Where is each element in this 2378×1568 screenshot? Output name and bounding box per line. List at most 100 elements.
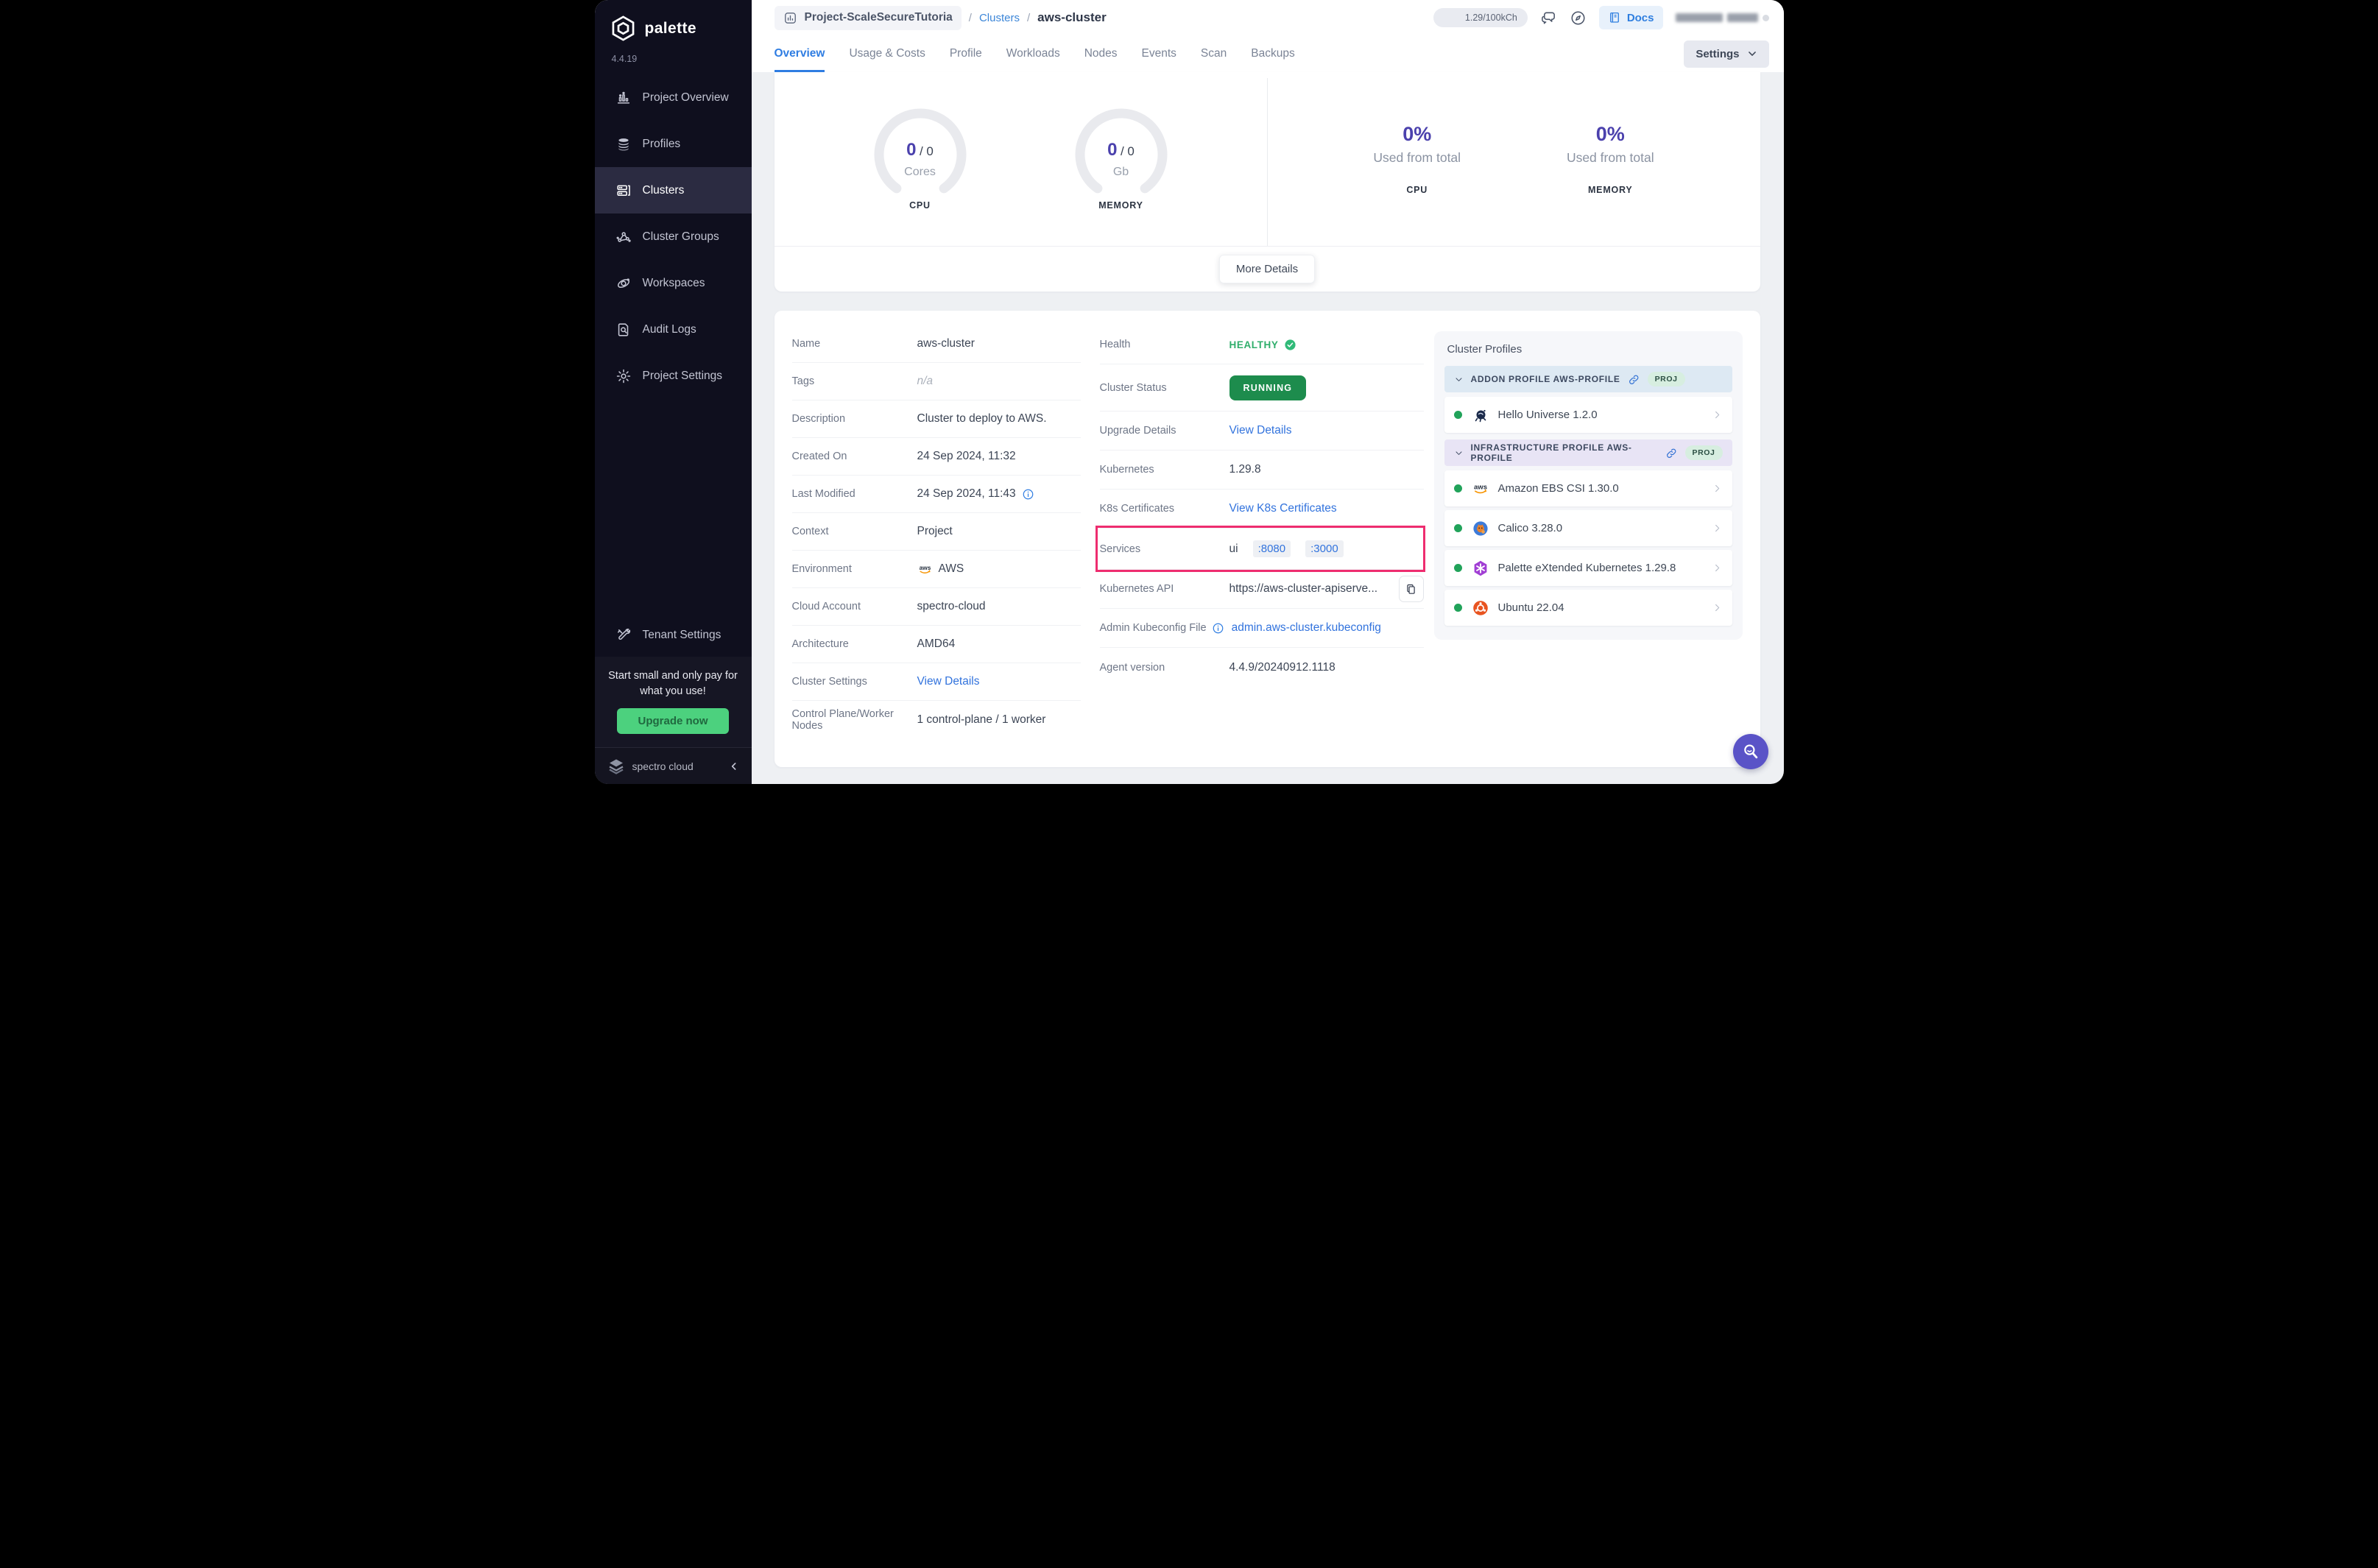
chevron-down-icon bbox=[1454, 375, 1464, 384]
tab-scan[interactable]: Scan bbox=[1200, 47, 1227, 60]
sidebar-item-project-settings[interactable]: Project Settings bbox=[595, 353, 752, 399]
tab-backups[interactable]: Backups bbox=[1251, 47, 1295, 60]
magnifier-smile-icon bbox=[1741, 742, 1760, 761]
info-icon[interactable] bbox=[1022, 488, 1034, 501]
docs-button[interactable]: Docs bbox=[1598, 6, 1663, 29]
sidebar-item-clusters[interactable]: Clusters bbox=[594, 167, 752, 213]
gauge-arc bbox=[1075, 108, 1167, 194]
profile-section-header[interactable]: ADDON PROFILE AWS-PROFILE PROJ bbox=[1444, 366, 1732, 392]
detail-label: Cluster Status bbox=[1099, 381, 1167, 394]
breadcrumb-clusters-link[interactable]: Clusters bbox=[978, 11, 1020, 24]
tab-overview[interactable]: Overview bbox=[774, 35, 825, 72]
kubernetes-api-url: https://aws-cluster-apiserve... bbox=[1229, 582, 1378, 595]
detail-label: Tags bbox=[791, 375, 815, 387]
usage-stat-memory: 0% Used from total MEMORY bbox=[1567, 123, 1654, 195]
service-port-link[interactable]: :3000 bbox=[1305, 540, 1344, 557]
detail-value: n/a bbox=[917, 375, 934, 387]
tab-events[interactable]: Events bbox=[1141, 47, 1176, 60]
copy-button[interactable] bbox=[1398, 576, 1424, 602]
sidebar-item-label: Cluster Groups bbox=[642, 230, 719, 243]
detail-link-view-k8s-certificates[interactable]: View K8s Certificates bbox=[1229, 502, 1337, 515]
detail-link-admin-aws-cluster-kubeconfig[interactable]: admin.aws-cluster.kubeconfig bbox=[1231, 621, 1381, 634]
service-port-link[interactable]: :8080 bbox=[1252, 540, 1291, 557]
detail-label: Cloud Account bbox=[791, 601, 861, 612]
project-overview-icon bbox=[615, 90, 632, 106]
gauge-cpu: 0 / 0 Cores CPU bbox=[865, 107, 975, 211]
sidebar-item-label: Audit Logs bbox=[642, 322, 696, 336]
scope-badge: PROJ bbox=[1684, 445, 1723, 460]
profile-section-header[interactable]: INFRASTRUCTURE PROFILE AWS-PROFILE PROJ bbox=[1444, 439, 1732, 466]
detail-row-kubernetes: Kubernetes 1.29.8 bbox=[1099, 451, 1424, 490]
detail-value: 24 Sep 2024, 11:43 bbox=[917, 487, 1016, 500]
audit-logs-icon bbox=[615, 322, 632, 338]
app-version: 4.4.19 bbox=[611, 54, 638, 64]
check-circle-icon bbox=[1284, 339, 1296, 351]
sidebar-item-audit-logs[interactable]: Audit Logs bbox=[595, 306, 752, 353]
svg-text:aws: aws bbox=[919, 563, 931, 571]
user-account[interactable] bbox=[1675, 13, 1769, 22]
settings-button[interactable]: Settings bbox=[1684, 40, 1769, 68]
vertical-divider bbox=[1266, 78, 1268, 246]
gauge-total: / 0 bbox=[1120, 144, 1135, 158]
sidebar-item-tenant-settings[interactable]: Tenant Settings bbox=[595, 614, 752, 657]
detail-value: 4.4.9/20240912.1118 bbox=[1229, 660, 1336, 674]
health-status-text: HEALTHY bbox=[1229, 339, 1279, 350]
gauge-metric-label: MEMORY bbox=[1098, 200, 1143, 211]
profile-section-title: ADDON PROFILE AWS-PROFILE bbox=[1470, 374, 1620, 384]
scope-badge: PROJ bbox=[1647, 372, 1685, 386]
profile-layer-amazon-ebs-csi-1-30-0[interactable]: aws Amazon EBS CSI 1.30.0 bbox=[1444, 470, 1732, 506]
chevron-right-icon bbox=[1712, 602, 1723, 613]
chevron-right-icon bbox=[1712, 562, 1723, 573]
detail-row-architecture: Architecture AMD64 bbox=[791, 626, 1081, 663]
gauge-used: 0 bbox=[1107, 140, 1118, 160]
gauge-unit: Gb bbox=[1112, 166, 1129, 178]
detail-label: Environment bbox=[791, 563, 852, 575]
aws-icon: aws bbox=[1472, 480, 1489, 498]
sidebar-item-workspaces[interactable]: Workspaces bbox=[595, 260, 752, 306]
profile-layer-hello-universe-1-2-0[interactable]: Hello Universe 1.2.0 bbox=[1444, 397, 1732, 433]
compass-icon[interactable] bbox=[1570, 10, 1587, 27]
detail-label: Cluster Settings bbox=[791, 676, 867, 688]
tab-usage-costs[interactable]: Usage & Costs bbox=[849, 47, 925, 60]
sidebar-item-label: Project Settings bbox=[642, 369, 723, 382]
more-details-button[interactable]: More Details bbox=[1218, 255, 1316, 283]
sidebar-item-project-overview[interactable]: Project Overview bbox=[595, 74, 752, 121]
usage-percent: 0% bbox=[1595, 123, 1625, 145]
detail-label: Name bbox=[791, 338, 821, 350]
detail-label: K8s Certificates bbox=[1099, 503, 1175, 515]
book-icon bbox=[1609, 12, 1619, 23]
detail-row-cluster-settings: Cluster Settings View Details bbox=[791, 663, 1081, 701]
chevron-down-icon bbox=[1454, 448, 1464, 458]
detail-label: Health bbox=[1099, 339, 1131, 350]
gauge-value: 0 / 0 Gb bbox=[1066, 140, 1176, 179]
profile-layer-calico-3-28-0[interactable]: Calico 3.28.0 bbox=[1444, 510, 1732, 546]
help-search-button[interactable] bbox=[1732, 734, 1768, 769]
detail-link-view-details[interactable]: View Details bbox=[1229, 424, 1292, 437]
gauge-memory: 0 / 0 Gb MEMORY bbox=[1066, 107, 1176, 211]
sidebar-item-label: Clusters bbox=[642, 183, 685, 197]
project-selector[interactable]: Project-ScaleSecureTutoria bbox=[774, 5, 962, 30]
sidebar-item-profiles[interactable]: Profiles bbox=[595, 121, 752, 167]
sidebar-item-label: Profiles bbox=[642, 137, 681, 150]
chat-icon[interactable] bbox=[1540, 10, 1557, 27]
gauge-used: 0 bbox=[906, 140, 917, 160]
collapse-sidebar-icon[interactable] bbox=[728, 760, 740, 772]
usage-percent: 0% bbox=[1403, 123, 1432, 145]
detail-value: spectro-cloud bbox=[917, 600, 986, 612]
gauge-unit: Cores bbox=[904, 166, 936, 178]
detail-value: AMD64 bbox=[917, 638, 956, 650]
profile-layer-palette-extended-kubernetes-1-29-8[interactable]: Palette eXtended Kubernetes 1.29.8 bbox=[1444, 550, 1732, 586]
redacted-username bbox=[1726, 13, 1758, 22]
sidebar-item-cluster-groups[interactable]: Cluster Groups bbox=[595, 213, 752, 260]
detail-row-tags: Tags n/a bbox=[791, 363, 1081, 400]
chevron-down-icon bbox=[1748, 52, 1756, 56]
brand: palette bbox=[595, 0, 752, 42]
chevron-right-icon bbox=[1712, 409, 1723, 420]
tab-profile[interactable]: Profile bbox=[949, 47, 982, 60]
upgrade-now-button[interactable]: Upgrade now bbox=[617, 708, 729, 734]
tab-nodes[interactable]: Nodes bbox=[1084, 47, 1118, 60]
tab-workloads[interactable]: Workloads bbox=[1006, 47, 1060, 60]
detail-link-view-details[interactable]: View Details bbox=[917, 675, 980, 688]
profile-layer-ubuntu-22-04[interactable]: Ubuntu 22.04 bbox=[1444, 590, 1732, 626]
info-icon[interactable] bbox=[1212, 622, 1224, 635]
